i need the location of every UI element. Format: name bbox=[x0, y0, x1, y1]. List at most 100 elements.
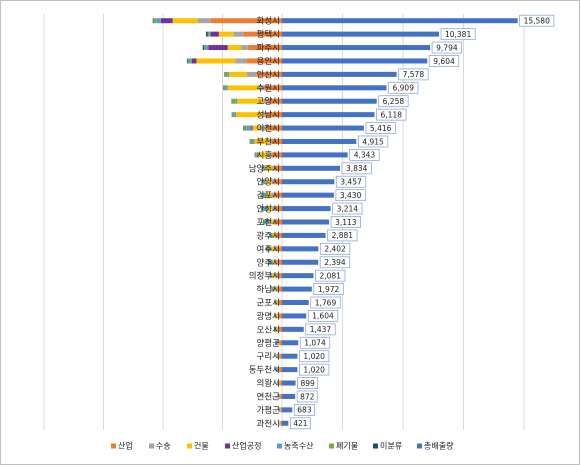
bar-총배출량-안성시 bbox=[282, 206, 331, 212]
value-label-성남시: 6,118 bbox=[381, 110, 403, 119]
bar-농축수산-부천시 bbox=[252, 138, 255, 144]
bar-폐기물-여주시 bbox=[266, 246, 269, 252]
value-label-의왕시: 899 bbox=[300, 379, 315, 388]
bar-수송-김포시 bbox=[271, 192, 274, 198]
value-label-오산시: 1,437 bbox=[310, 325, 332, 334]
bar-폐기물-구리시 bbox=[276, 353, 278, 359]
bar-농축수산-화성시 bbox=[156, 18, 161, 24]
bar-농축수산-군포시 bbox=[275, 300, 277, 306]
bar-총배출량-이천시 bbox=[282, 125, 364, 131]
bar-산업-포천시 bbox=[274, 219, 282, 225]
bar-폐기물-안산시 bbox=[224, 71, 228, 77]
bar-총배출량-안산시 bbox=[282, 71, 397, 77]
bar-총배출량-양평군 bbox=[282, 340, 299, 346]
bar-폐기물-양주시 bbox=[268, 259, 270, 265]
bar-수송-의왕시 bbox=[279, 380, 281, 386]
category-label-가평군: 가평군 bbox=[257, 405, 281, 416]
bar-산업-남양주시 bbox=[273, 165, 282, 171]
bar-건물-의정부시 bbox=[272, 273, 276, 279]
bar-농축수산-양주시 bbox=[269, 259, 273, 265]
value-box-화성시 bbox=[519, 14, 555, 27]
legend-swatch-산업 bbox=[111, 443, 116, 449]
bar-총배출량-남양주시 bbox=[282, 165, 340, 171]
bar-건물-광명시 bbox=[276, 313, 278, 319]
bar-미분류-이천시 bbox=[243, 125, 245, 131]
bar-산업공정-이천시 bbox=[251, 125, 253, 131]
bar-미분류-화성시 bbox=[152, 18, 154, 24]
bar-산업-화성시 bbox=[210, 18, 282, 24]
bar-총배출량-군포시 bbox=[282, 300, 309, 306]
bar-산업-군포시 bbox=[279, 300, 282, 306]
bar-수송-고양시 bbox=[264, 98, 268, 104]
bar-산업-여주시 bbox=[276, 246, 282, 252]
bar-농축수산-광주시 bbox=[270, 232, 273, 238]
bar-건물-안양시 bbox=[265, 179, 272, 185]
bar-폐기물-용인시 bbox=[187, 58, 191, 64]
bar-건물-동두천시 bbox=[277, 367, 279, 373]
bar-농축수산-동두천시 bbox=[276, 367, 278, 373]
bar-수송-성남시 bbox=[262, 112, 266, 118]
value-label-부천시: 4,915 bbox=[362, 137, 384, 146]
bar-총배출량-광주시 bbox=[282, 232, 326, 238]
category-label-화성시: 화성시 bbox=[257, 17, 280, 27]
value-label-안성시: 3,214 bbox=[337, 204, 359, 213]
value-label-수원시: 6,909 bbox=[393, 84, 415, 93]
category-label-성남시: 성남시 bbox=[257, 111, 280, 121]
bar-폐기물-부천시 bbox=[250, 138, 253, 144]
value-box-부천시 bbox=[357, 135, 389, 148]
bar-총배출량-화성시 bbox=[282, 18, 518, 24]
bar-폐기물-평택시 bbox=[207, 31, 210, 37]
value-box-용인시 bbox=[428, 55, 460, 67]
value-box-의왕시 bbox=[297, 377, 319, 389]
bar-산업-광주시 bbox=[276, 232, 282, 238]
bar-총배출량-시흥시 bbox=[282, 152, 348, 158]
bar-산업-동두천시 bbox=[279, 367, 282, 373]
bar-총배출량-부천시 bbox=[282, 138, 357, 144]
bar-총배출량-과천시 bbox=[282, 420, 289, 426]
bar-총배출량-양주시 bbox=[282, 259, 319, 265]
bar-수송-평택시 bbox=[233, 31, 244, 37]
category-label-양평군: 양평군 bbox=[257, 338, 281, 349]
category-label-의왕시: 의왕시 bbox=[257, 378, 280, 389]
bar-건물-시흥시 bbox=[258, 152, 269, 158]
value-box-하남시 bbox=[313, 283, 344, 295]
bar-농축수산-안양시 bbox=[263, 179, 266, 185]
value-label-파주시: 9,794 bbox=[436, 43, 458, 52]
bar-산업-안산시 bbox=[256, 71, 282, 77]
bar-수송-하남시 bbox=[275, 286, 278, 292]
bar-산업공정-화성시 bbox=[160, 18, 173, 24]
value-label-시흥시: 4,343 bbox=[354, 151, 376, 160]
category-label-안양시: 안양시 bbox=[257, 177, 280, 188]
value-box-남양주시 bbox=[341, 162, 372, 175]
bar-총배출량-의정부시 bbox=[282, 273, 314, 279]
bar-수송-광명시 bbox=[277, 313, 279, 319]
value-box-동두천시 bbox=[299, 363, 330, 376]
bar-산업-광명시 bbox=[278, 313, 282, 319]
bar-산업-의왕시 bbox=[280, 380, 282, 386]
value-label-포천시: 3,113 bbox=[335, 218, 357, 227]
bar-건물-양주시 bbox=[272, 259, 276, 265]
bar-건물-오산시 bbox=[276, 326, 278, 332]
bar-폐기물-동두천시 bbox=[275, 367, 277, 373]
bar-폐기물-시흥시 bbox=[255, 152, 257, 158]
bar-건물-평택시 bbox=[218, 31, 234, 37]
bar-총배출량-구리시 bbox=[282, 353, 298, 359]
bar-산업공정-파주시 bbox=[208, 45, 228, 51]
bar-건물-수원시 bbox=[227, 85, 259, 91]
bar-농축수산-하남시 bbox=[272, 286, 275, 292]
bar-폐기물-군포시 bbox=[275, 300, 276, 306]
value-box-오산시 bbox=[305, 323, 336, 336]
value-label-용인시: 9,604 bbox=[433, 57, 455, 66]
legend-label-건물: 건물 bbox=[194, 441, 209, 451]
value-label-양평군: 1,074 bbox=[304, 339, 326, 348]
bar-총배출량-여주시 bbox=[282, 246, 319, 252]
bar-수송-오산시 bbox=[277, 326, 279, 332]
bar-총배출량-성남시 bbox=[282, 112, 375, 118]
legend-label-산업공정: 산업공정 bbox=[232, 441, 261, 451]
value-label-하남시: 1,972 bbox=[318, 285, 340, 294]
bar-수송-안양시 bbox=[271, 179, 275, 185]
bar-건물-하남시 bbox=[274, 286, 276, 292]
bar-총배출량-가평군 bbox=[282, 407, 293, 413]
bar-건물-광주시 bbox=[272, 232, 275, 238]
bar-농축수산-김포시 bbox=[262, 192, 266, 198]
